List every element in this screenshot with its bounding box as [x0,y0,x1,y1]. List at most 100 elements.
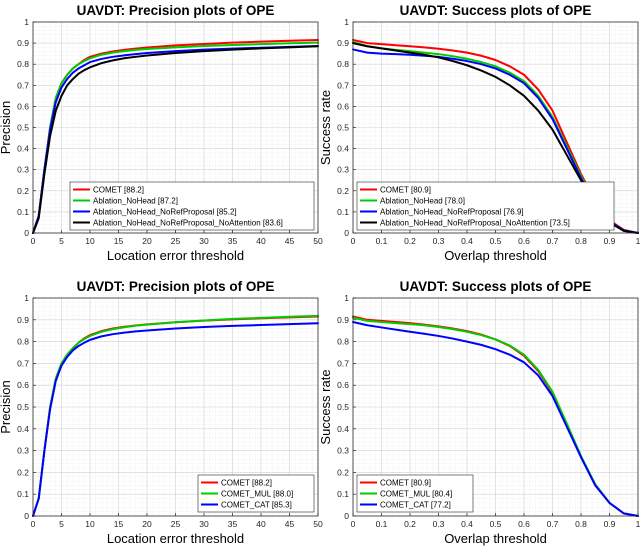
chart-panel-1: 0 5 10 15 20 25 30 35 40 45 50 0 0.1 0.2 0.3 0.4 0.5 0.6 0… [0,3,323,263]
y-tick-label: 0.5 [337,402,349,412]
x-tick-label: 0 [31,236,36,246]
x-tick-label: 35 [228,236,238,246]
x-tick-label: 40 [256,236,266,246]
y-axis-label: Success rate [318,369,333,444]
x-tick-label: 35 [228,519,238,529]
chart-panel-4: 0 0.1 0.2 0.3 0.4 0.5 0.6 0.7 0.8 0.9 1 0 0.1 0.2 0.3 0… [318,279,640,546]
x-tick-label: 20 [142,236,152,246]
x-tick-label: 0.9 [604,519,616,529]
y-tick-label: 0.7 [17,358,29,368]
series-line-ablation-nohead-norefproposal-noattention [32,45,319,234]
y-tick-label: 0.7 [337,358,349,368]
x-tick-label: 40 [256,519,266,529]
x-tick-label: 45 [285,236,295,246]
legend-entry: Ablation_NoHead_NoRefProposal [85.2] [93,208,237,217]
y-tick-label: 0.7 [337,80,349,90]
y-tick-label: 0 [344,511,349,521]
x-tick-label: 15 [114,519,124,529]
x-tick-label: 0.5 [490,236,502,246]
y-tick-label: 0.9 [337,38,349,48]
series-line-comet-cat [352,320,639,517]
series-line-ablation-nohead-norefproposal [32,45,319,234]
x-tick-label: 0.7 [547,519,559,529]
x-tick-label: 10 [85,519,95,529]
y-tick-label: 0.6 [17,101,29,111]
y-tick-label: 0.1 [17,489,29,499]
y-tick-label: 0.3 [17,446,29,456]
y-axis-label: Precision [0,101,13,154]
y-tick-label: 0 [344,228,349,238]
x-tick-label: 15 [114,236,124,246]
y-tick-label: 1 [24,17,29,27]
x-tick-label: 0.7 [547,236,559,246]
x-tick-label: 30 [199,236,209,246]
x-tick-label: 45 [285,519,295,529]
x-tick-label: 0 [31,519,36,529]
x-tick-label: 25 [171,519,181,529]
y-tick-label: 0.3 [17,165,29,175]
legend-entry: COMET_CAT [77.2] [380,501,451,510]
legend-entry: Ablation_NoHead_NoRefProposal_NoAttentio… [380,219,570,228]
y-tick-label: 0.1 [337,489,349,499]
y-tick-label: 0.2 [337,467,349,477]
y-tick-label: 0.9 [17,315,29,325]
x-tick-label: 50 [313,519,323,529]
legend-entry: Ablation_NoHead_NoRefProposal_NoAttentio… [93,219,283,228]
legend-entry: COMET_MUL [80.4] [380,490,452,499]
axes-box [352,21,639,234]
y-tick-label: 0.9 [17,38,29,48]
y-tick-label: 1 [344,17,349,27]
y-tick-label: 0.9 [337,315,349,325]
y-tick-label: 0.4 [337,144,349,154]
y-tick-label: 0.8 [17,337,29,347]
x-tick-label: 0.1 [376,519,388,529]
y-tick-label: 0.7 [17,80,29,90]
y-tick-label: 0.1 [17,207,29,217]
y-tick-label: 0.3 [337,446,349,456]
legend-entry: COMET [88.2] [221,479,272,488]
legend-entry: COMET [80.9] [380,479,431,488]
y-tick-label: 0.5 [337,123,349,133]
x-tick-label: 0.5 [490,519,502,529]
legend-entry: Ablation_NoHead [87.2] [93,197,178,206]
y-tick-label: 0.5 [17,123,29,133]
x-tick-label: 0.8 [575,519,587,529]
legend: COMET [88.2] Ablation_NoHead [87.2] Ablati… [69,181,315,231]
y-tick-label: 0.8 [337,59,349,69]
y-tick-label: 0.4 [17,144,29,154]
y-tick-label: 0.8 [337,337,349,347]
y-tick-label: 0.8 [17,59,29,69]
x-tick-label: 10 [85,236,95,246]
x-tick-label: 0 [351,236,356,246]
chart-title: UAVDT: Success plots of OPE [400,3,592,18]
x-tick-label: 0.4 [461,519,473,529]
series-line-comet-cat [32,322,319,517]
y-tick-label: 0.2 [17,186,29,196]
axes-box [352,297,639,517]
legend-box [69,181,315,231]
y-tick-label: 0 [24,228,29,238]
legend: COMET [88.2] COMET_MUL [88.0] COMET_CAT [8… [197,474,315,513]
x-tick-label: 0.8 [575,236,587,246]
x-axis-label: Overlap threshold [444,531,547,546]
x-axis-label: Location error threshold [107,248,244,263]
x-tick-label: 0.3 [433,519,445,529]
legend-entry: Ablation_NoHead_NoRefProposal [76.9] [380,208,524,217]
legend: COMET [80.9] Ablation_NoHead [78.0] Ablati… [356,181,615,231]
legend-entry: COMET [80.9] [380,186,431,195]
legend-entry: COMET_CAT [85.3] [221,501,292,510]
x-tick-label: 0.6 [518,236,530,246]
legend-box [356,181,615,231]
y-tick-label: 0.5 [17,402,29,412]
y-tick-label: 0.3 [337,165,349,175]
y-axis-label: Success rate [318,90,333,165]
x-tick-label: 50 [313,236,323,246]
axes-box [32,297,319,517]
x-tick-label: 0.2 [404,236,416,246]
y-tick-label: 1 [344,293,349,303]
chart-panel-3: 0 5 10 15 20 25 30 35 40 45 50 0 0.1 0.2 0.3 0.4 0.5 0.6 0… [0,279,323,546]
y-axis-label: Precision [0,380,13,433]
chart-title: UAVDT: Precision plots of OPE [77,279,275,294]
y-tick-label: 1 [24,293,29,303]
